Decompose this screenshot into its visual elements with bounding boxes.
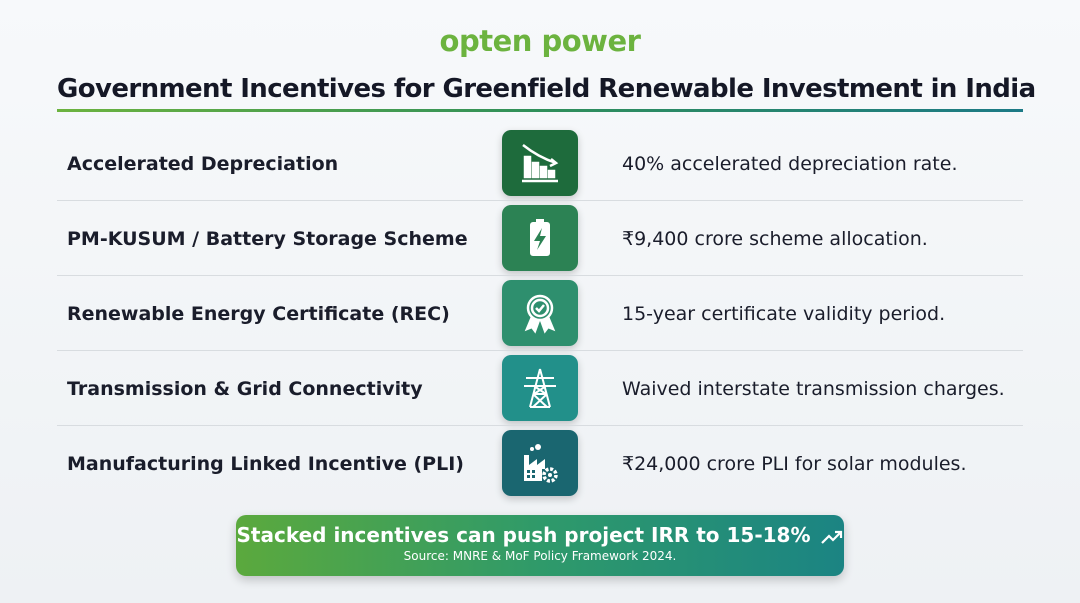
incentive-value: ₹9,400 crore scheme allocation. <box>622 227 928 250</box>
incentive-row: Accelerated Depreciation 40% accelerated… <box>57 126 1023 201</box>
banner-headline: Stacked incentives can push project IRR … <box>236 523 811 547</box>
transmission-tower-icon <box>502 355 578 421</box>
declining-bar-chart-icon <box>502 130 578 196</box>
incentive-row: Renewable Energy Certificate (REC) 15-ye… <box>57 276 1023 351</box>
row-divider <box>57 350 1023 351</box>
award-badge-icon <box>502 280 578 346</box>
incentive-value: 15-year certificate validity period. <box>622 302 946 325</box>
battery-bolt-icon <box>502 205 578 271</box>
irr-summary-banner: Stacked incentives can push project IRR … <box>236 515 844 576</box>
opten-power-logo: opten power <box>439 24 641 58</box>
factory-gear-icon <box>502 430 578 496</box>
title-underline <box>57 109 1023 112</box>
incentive-name: Accelerated Depreciation <box>67 152 339 175</box>
page-title: Government Incentives for Greenfield Ren… <box>57 74 1036 104</box>
row-divider <box>57 425 1023 426</box>
incentive-value: Waived interstate transmission charges. <box>622 377 1005 400</box>
incentive-value: ₹24,000 crore PLI for solar modules. <box>622 452 967 475</box>
incentive-name: Manufacturing Linked Incentive (PLI) <box>67 452 464 475</box>
row-divider <box>57 275 1023 276</box>
incentive-row: PM-KUSUM / Battery Storage Scheme ₹9,400… <box>57 201 1023 276</box>
incentive-name: PM-KUSUM / Battery Storage Scheme <box>67 227 468 250</box>
incentive-row: Transmission & Grid Connectivity Waived … <box>57 351 1023 426</box>
source-note: Source: MNRE & MoF Policy Framework 2024… <box>403 549 677 563</box>
incentive-name: Transmission & Grid Connectivity <box>67 377 423 400</box>
incentive-value: 40% accelerated depreciation rate. <box>622 152 958 175</box>
incentive-row: Manufacturing Linked Incentive (PLI) ₹24… <box>57 426 1023 501</box>
row-divider <box>57 200 1023 201</box>
incentive-name: Renewable Energy Certificate (REC) <box>67 302 450 325</box>
trending-up-icon <box>821 530 843 544</box>
